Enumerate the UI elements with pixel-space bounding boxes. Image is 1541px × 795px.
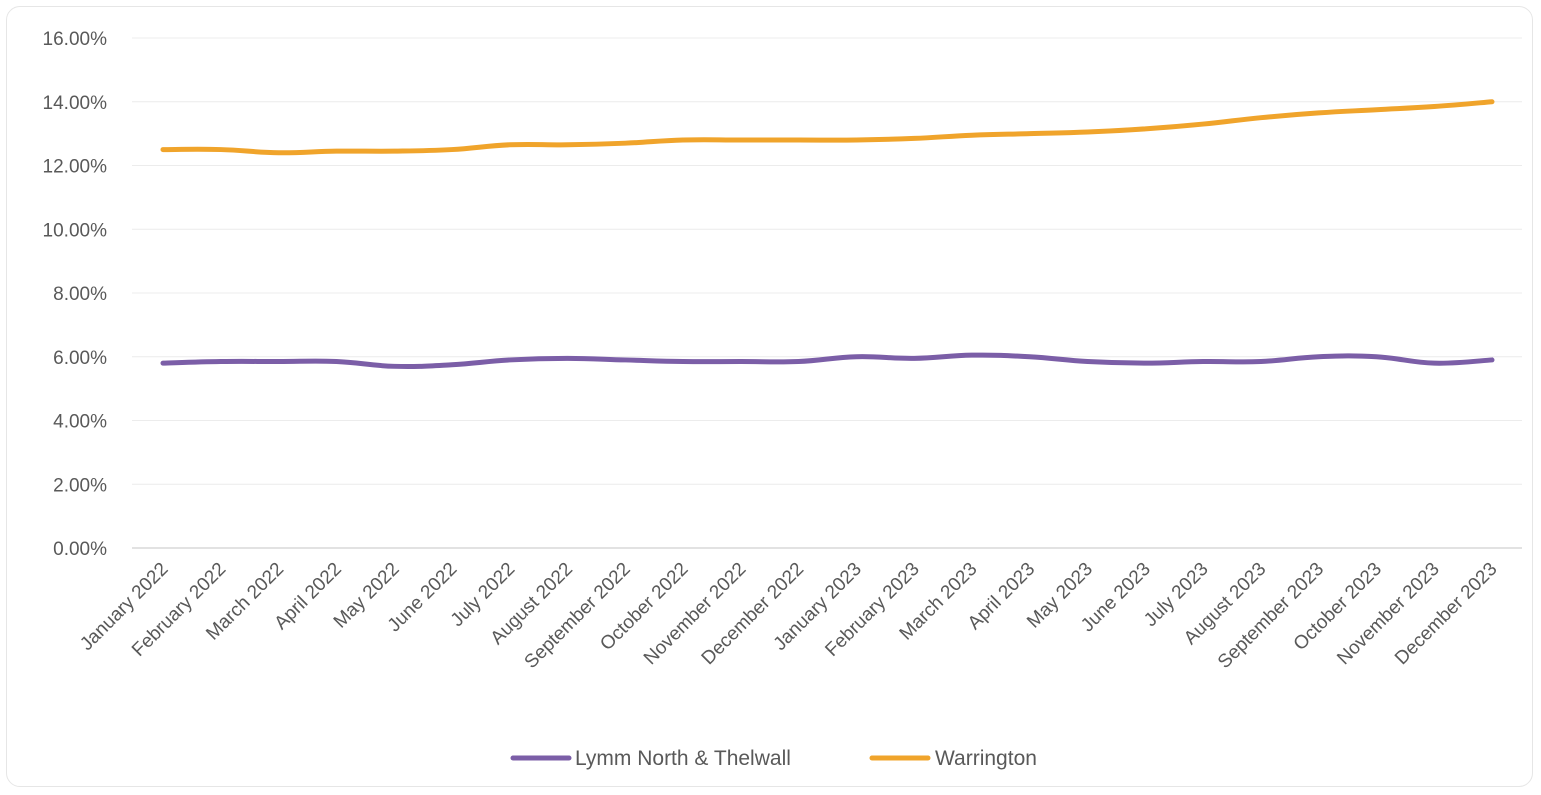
x-tick-label: December 2023: [1391, 559, 1501, 669]
series-line-1: [160, 99, 1495, 156]
gridlines: [132, 37, 1522, 485]
y-tick-label: 6.00%: [53, 348, 107, 369]
y-tick-label: 10.00%: [43, 220, 108, 241]
legend-label: Lymm North & Thelwall: [575, 747, 791, 770]
chart-frame: [6, 6, 1533, 787]
series-line-0: [160, 352, 1495, 370]
series-lines: [160, 99, 1495, 370]
y-tick-label: 16.00%: [43, 29, 108, 50]
y-tick-label: 8.00%: [53, 284, 107, 305]
y-tick-label: 4.00%: [53, 412, 107, 433]
x-tick-label: November 2022: [640, 559, 750, 669]
y-tick-label: 0.00%: [53, 539, 107, 560]
legend-label: Warrington: [935, 747, 1037, 770]
x-tick-label: November 2023: [1333, 559, 1443, 669]
y-axis-tick-labels: 0.00% 2.00% 4.00% 6.00% 8.00% 10.00% 12.00% 14.…: [43, 29, 108, 560]
x-tick-label: September 2023: [1214, 559, 1328, 673]
y-tick-label: 2.00%: [53, 475, 107, 496]
legend: Lymm North & Thelwall Warrington: [510, 747, 1037, 770]
x-tick-label: September 2022: [521, 559, 635, 673]
y-tick-label: 12.00%: [43, 157, 108, 178]
y-tick-label: 14.00%: [43, 93, 108, 114]
x-tick-label: December 2022: [698, 559, 808, 669]
